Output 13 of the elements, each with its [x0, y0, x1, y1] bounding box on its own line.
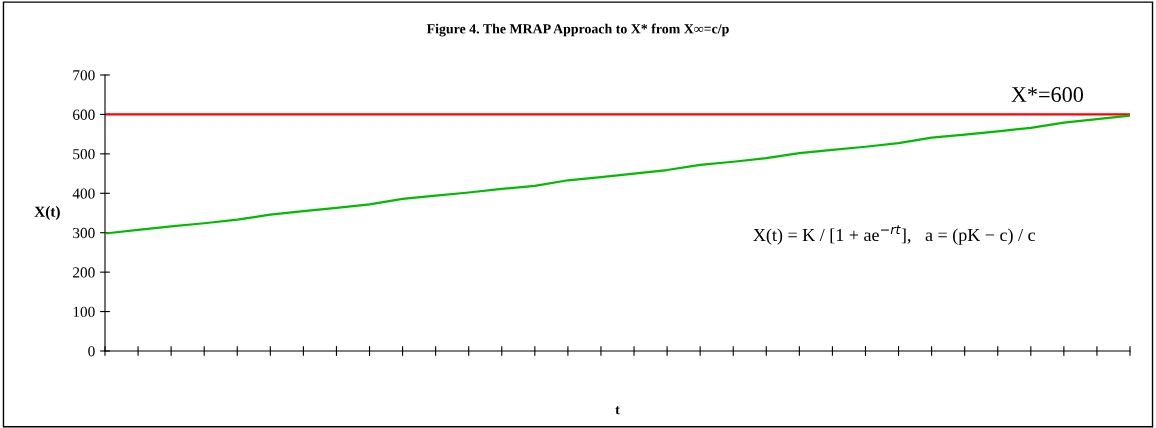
y-tick-label: 100: [73, 306, 95, 318]
y-tick-label: 500: [73, 149, 95, 160]
annotation: X(t) = K / [1 + ae$^{−rt}$], a = (pK − c) / c: [753, 225, 1036, 245]
y-tick-label: 300: [73, 227, 95, 239]
y-tick-label: 400: [72, 188, 95, 199]
y-tick-label: 200: [73, 267, 95, 278]
y-axis-title: X(t): [34, 206, 60, 220]
y-tick-label: 600: [73, 109, 95, 120]
x-axis-title: t: [615, 406, 620, 415]
y-tick-label: 0: [88, 346, 95, 357]
ref-line-label: X*=600: [1011, 87, 1084, 103]
chart-title: Figure 4. The MRAP Approach to X* from X∞=c/p: [426, 23, 729, 37]
y-tick-label: 700: [73, 70, 95, 81]
